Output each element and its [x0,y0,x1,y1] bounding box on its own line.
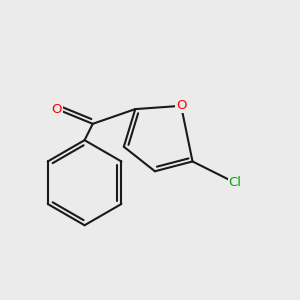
Text: O: O [52,103,62,116]
Text: O: O [176,99,186,112]
Text: Cl: Cl [229,176,242,189]
